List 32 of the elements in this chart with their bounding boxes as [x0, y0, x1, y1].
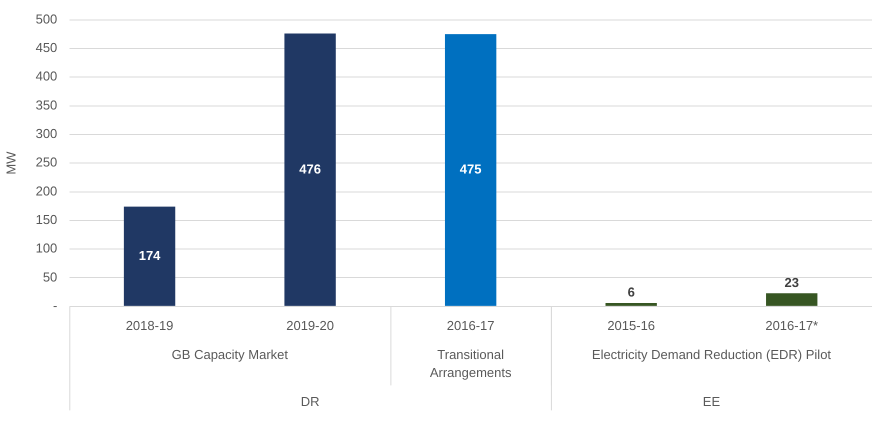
x-tick-label: 2015-16 — [607, 318, 656, 333]
text: DR — [300, 394, 320, 409]
bar — [606, 302, 657, 306]
bar — [444, 34, 496, 306]
text: Transitional Arrangements — [430, 346, 512, 380]
y-tick-label: 350 — [36, 97, 58, 112]
y-tick-label: 150 — [36, 212, 58, 227]
y-tick-label: 50 — [42, 269, 58, 284]
y-tick-label: - — [52, 298, 58, 313]
x-tick-label: 2019-20 — [286, 318, 334, 333]
data-label: 23 — [784, 274, 799, 290]
data-label: 174 — [138, 248, 162, 263]
y-tick-label: 400 — [36, 68, 58, 84]
y-axis-title: MW — [3, 150, 18, 175]
bar — [124, 206, 176, 306]
bar — [284, 34, 336, 306]
y-tick-label: 250 — [36, 154, 58, 170]
data-label: 6 — [628, 284, 635, 300]
data-label: 476 — [299, 161, 321, 176]
y-tick-label: 100 — [36, 240, 58, 256]
text: EE — [702, 394, 720, 409]
y-tick-label: 500 — [36, 11, 58, 26]
x-tick-label: 2018-19 — [126, 318, 174, 333]
x-tick-label: 2016-17* — [765, 318, 818, 333]
y-tick-label: 200 — [36, 183, 58, 198]
y-tick-label: 300 — [36, 126, 58, 142]
text: Electricity Demand Reduction (EDR) Pilot — [592, 346, 832, 362]
bar — [766, 293, 818, 306]
data-label: 475 — [460, 162, 482, 177]
x-tick-label: 2016-17 — [446, 318, 495, 333]
y-tick-label: 450 — [36, 40, 58, 56]
text: GB Capacity Market — [172, 346, 288, 362]
